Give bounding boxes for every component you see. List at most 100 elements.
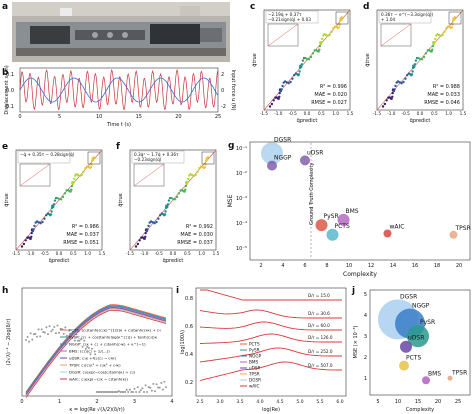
parity-point [206,156,210,159]
h-data-point [128,388,131,391]
h-data-point [56,324,59,327]
h-xtick: 3 [133,399,136,405]
parity-point [82,170,85,173]
parity-point [43,217,46,220]
parity-ylabel: q̈true [118,193,124,206]
h-legend-entry: PySR: (c₁ + cos(tanh(log(κ^c₂))) + tanh(… [69,335,158,340]
parity-point [430,50,433,53]
h-data-point [87,347,90,349]
parity-point [414,59,418,62]
parity-point [30,235,33,238]
h-data-point [43,331,46,334]
parity-xtick: 0.0 [170,251,177,256]
parity-xtick: -1.5 [373,111,382,116]
h-data-point [59,327,62,330]
parity-point [340,18,343,21]
h-data-point [32,333,35,336]
parity-point [61,195,65,199]
h-data-point [54,332,57,335]
h-data-point [114,391,117,393]
j-point-label: DGSR [400,293,417,300]
parity-point [153,222,156,225]
j-point-tpsr [447,375,453,381]
parity-point [321,37,324,41]
b-xlabel: Time t (s) [106,122,131,128]
parity-point [311,52,315,55]
parity-point [164,210,167,213]
j-point-label: BMS [428,370,441,377]
panel-i-label: i [176,286,179,296]
parity-point [20,245,24,248]
parity-point [431,48,434,51]
panel-d: d 0.36τ − e^(−3.3sign(q̇))+ 1.04 R² = 0.9… [363,2,467,124]
h-data-point [45,326,48,329]
h-data-point [62,332,65,335]
parity-point [433,41,436,44]
parity-point [33,224,36,228]
h-fit-curve [25,305,167,394]
j-ytick: 5 [364,292,367,298]
b-xtick-label: 10 [96,114,102,120]
parity-point [32,228,35,231]
g-point-tpsr [449,230,458,239]
h-data-point [136,386,139,389]
inset-identity [267,23,299,47]
metric-r2: R² = 0.996 [320,84,347,90]
h-data-point [111,391,114,393]
h-data-point [108,391,111,393]
parity-point [268,105,272,108]
parity-xtick: -1.0 [387,111,396,116]
parity-point [451,23,454,26]
i-fit-curve [199,361,342,381]
b-ytick-2: -0.1 [4,104,14,110]
equation-box [378,10,432,24]
h-data-point [51,328,54,331]
j-point-pysr [407,325,429,348]
h-fit-curve [25,309,167,398]
parity-point [318,44,322,48]
parity-point [177,192,181,195]
parity-point [52,203,56,206]
parity-point [37,221,40,224]
parity-point [53,199,57,202]
g-xtick: 2 [259,263,262,269]
h-data-point [122,391,125,393]
b-ytick-r0: 2 [221,72,224,78]
equation-line-1: −q̇ + 0.35τ − 0.28sign(q̇) [20,152,75,157]
g-points: DGSR uDSR NGGP PySR BMS PCTS wAIC TPSR [261,136,471,241]
parity-point [338,23,341,26]
h-data-point [116,391,119,393]
parity-point [391,91,394,95]
i-xtick: 2.5 [196,399,203,405]
b-xticks: 0 5 10 15 20 25 [18,114,221,120]
h-fit-curve [25,305,167,394]
i-legend-entry: TPSR [248,372,260,377]
parity-point [326,34,329,38]
panel-b-chart: 0.1 0.0 -0.1 2 0 -2 0 5 10 15 20 25 Time t (s… [4,65,236,128]
parity-point [320,41,323,44]
h-data-point [149,386,152,389]
h-data-point [138,391,141,393]
h-data-point [76,339,79,342]
parity-point [144,235,147,238]
h-data-point [125,388,128,391]
parity-xtick: 0.0 [417,111,424,116]
h-data-point [132,391,134,393]
g-yticks: 10⁻¹ 10⁻² 10⁻³ 10⁻⁴ 10⁻⁵ [236,146,247,252]
h-data-point [80,338,83,341]
parity-point [398,81,401,84]
h-data-point [98,391,101,393]
b-xtick-label: 5 [58,114,61,120]
parity-ylabel: q̈true [252,53,258,66]
i-fit-curve [199,347,342,363]
h-fit-curve [25,309,167,398]
i-xtick: 3.5 [236,399,243,405]
parity-point [30,231,33,235]
metric-rmse: RMSE = 0.027 [311,100,347,106]
inset-identity [19,163,51,187]
parity-point [453,18,456,21]
parity-xtick: -0.5 [155,251,164,256]
j-xtick: 10 [395,399,401,405]
i-xtick: 6.0 [336,399,343,405]
parity-point [45,214,48,217]
